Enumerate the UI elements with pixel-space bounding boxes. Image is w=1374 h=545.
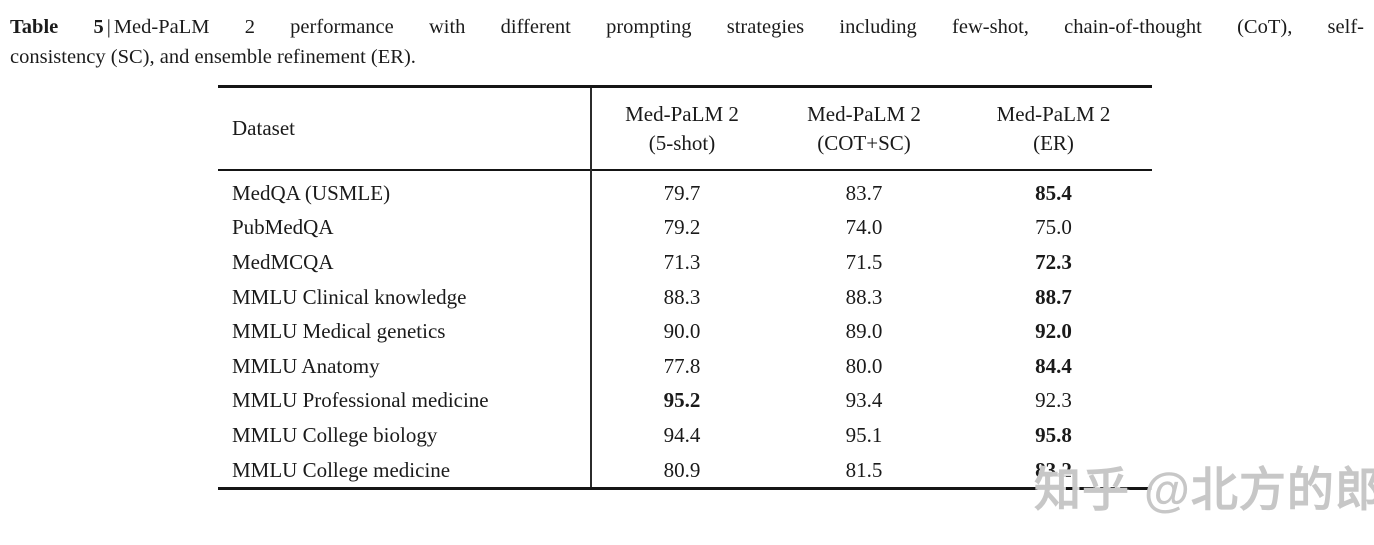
value-cotsc: 71.5 (845, 249, 883, 274)
value-er: 88.7 (1035, 284, 1072, 309)
table-row: MMLU Medical genetics 90.0 89.0 92.0 (218, 314, 1152, 349)
value-5shot: 71.3 (663, 249, 701, 274)
header-5shot-line2: (5-shot) (648, 130, 716, 155)
value-cotsc: 89.0 (845, 319, 883, 344)
value-5shot: 77.8 (663, 353, 701, 378)
caption-line-2: consistency (SC), and ensemble refinemen… (10, 46, 416, 68)
dataset-cell: MedMCQA (232, 249, 334, 274)
caption-text: Med-PaLM 2 performance with different pr… (113, 16, 1364, 38)
column-divider (590, 88, 592, 487)
value-er: 95.8 (1035, 422, 1072, 447)
table-row: MMLU Anatomy 77.8 80.0 84.4 (218, 349, 1152, 384)
value-er: 85.4 (1035, 180, 1072, 205)
value-cotsc: 74.0 (845, 215, 883, 240)
value-cotsc: 80.0 (845, 353, 883, 378)
table-row: MMLU College biology 94.4 95.1 95.8 (218, 418, 1152, 453)
table-row: MedMCQA 71.3 71.5 72.3 (218, 245, 1152, 280)
table-caption: Table 5 | Med-PaLM 2 performance with diff… (10, 12, 1364, 72)
dataset-cell: MMLU College medicine (232, 457, 451, 482)
value-5shot: 94.4 (663, 422, 701, 447)
table-row: MMLU Professional medicine 95.2 93.4 92.… (218, 384, 1152, 419)
value-er: 75.0 (1035, 215, 1072, 240)
value-5shot: 95.2 (663, 388, 701, 413)
value-er: 72.3 (1035, 249, 1072, 274)
value-cotsc: 95.1 (845, 422, 883, 447)
header-5shot-line1: Med-PaLM 2 (625, 101, 739, 126)
value-5shot: 79.7 (663, 180, 701, 205)
header-er-line2: (ER) (1033, 130, 1074, 155)
dataset-cell: MMLU College biology (232, 422, 438, 447)
value-5shot: 79.2 (663, 215, 701, 240)
header-5shot: Med-PaLM 2 (5-shot) (591, 100, 773, 158)
caption-label: Table 5 (10, 16, 104, 38)
table-row: MedQA (USMLE) 79.7 83.7 85.4 (218, 176, 1152, 211)
value-5shot: 80.9 (663, 457, 701, 482)
dataset-cell: MedQA (USMLE) (232, 180, 391, 205)
value-cotsc: 81.5 (845, 457, 883, 482)
value-er: 92.3 (1035, 388, 1072, 413)
dataset-cell: MMLU Professional medicine (232, 388, 489, 413)
header-cotsc-line2: (COT+SC) (817, 130, 911, 155)
results-table: Dataset Med-PaLM 2 (5-shot) Med-PaLM 2 (… (218, 85, 1152, 490)
value-er: 84.4 (1035, 353, 1072, 378)
header-er: Med-PaLM 2 (ER) (955, 100, 1152, 158)
caption-separator: | (106, 16, 111, 38)
dataset-cell: MMLU Anatomy (232, 353, 380, 378)
value-5shot: 90.0 (663, 319, 701, 344)
header-dataset: Dataset (232, 116, 295, 140)
table-row: PubMedQA 79.2 74.0 75.0 (218, 211, 1152, 246)
zhihu-watermark: 知乎 @北方的郎 (1034, 463, 1374, 516)
header-cotsc-line1: Med-PaLM 2 (807, 101, 921, 126)
value-cotsc: 93.4 (845, 388, 883, 413)
header-cotsc: Med-PaLM 2 (COT+SC) (773, 100, 955, 158)
value-5shot: 88.3 (663, 284, 701, 309)
table-row: MMLU College medicine 80.9 81.5 83.2 (218, 453, 1152, 488)
table-row: MMLU Clinical knowledge 88.3 88.3 88.7 (218, 280, 1152, 315)
value-er: 92.0 (1035, 319, 1072, 344)
dataset-cell: MMLU Clinical knowledge (232, 284, 467, 309)
value-cotsc: 83.7 (845, 180, 883, 205)
dataset-cell: PubMedQA (232, 215, 334, 240)
table-body: MedQA (USMLE) 79.7 83.7 85.4 PubMedQA 79… (218, 171, 1152, 487)
value-er: 83.2 (1035, 457, 1072, 482)
caption-line-1: Table 5 | Med-PaLM 2 performance with diff… (10, 12, 1364, 42)
dataset-cell: MMLU Medical genetics (232, 319, 446, 344)
table-header-row: Dataset Med-PaLM 2 (5-shot) Med-PaLM 2 (… (218, 88, 1152, 171)
value-cotsc: 88.3 (845, 284, 883, 309)
header-er-line1: Med-PaLM 2 (996, 101, 1111, 126)
